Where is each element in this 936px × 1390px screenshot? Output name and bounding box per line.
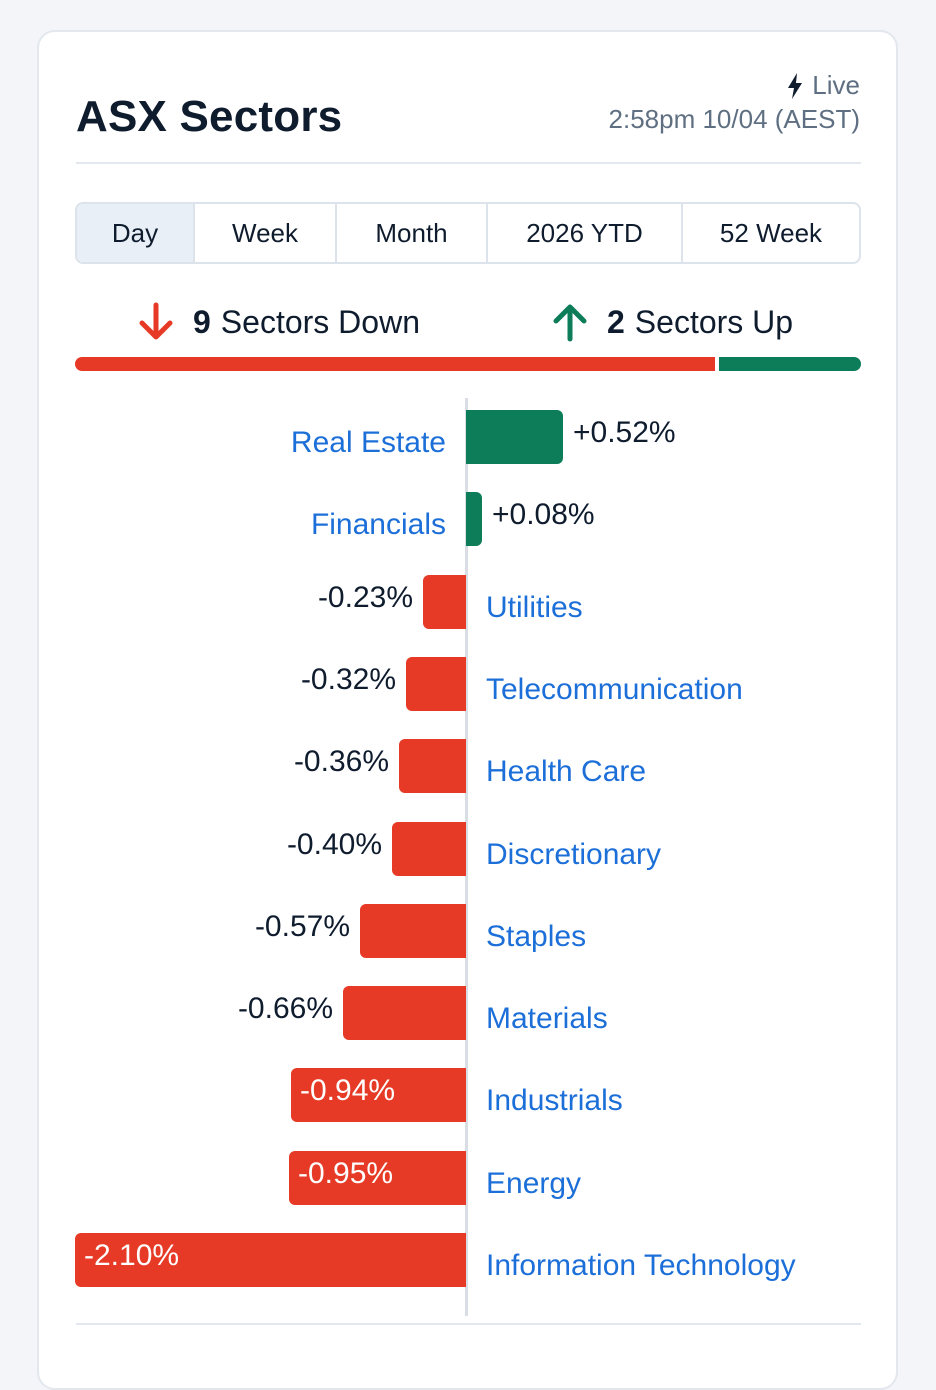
- sectors-down-summary: 9 Sectors Down: [137, 298, 420, 346]
- value-label: -0.36%: [293, 745, 389, 778]
- header-divider: [76, 162, 861, 164]
- sector-link[interactable]: Discretionary: [486, 838, 662, 871]
- sectors-down-label: Sectors Down: [220, 303, 420, 340]
- tab-month[interactable]: Month: [337, 204, 488, 262]
- tab-2026-ytd[interactable]: 2026 YTD: [488, 204, 683, 262]
- bar-industrials: [291, 1068, 466, 1122]
- bar-discretionary: [392, 822, 466, 876]
- value-label: -0.66%: [237, 992, 333, 1025]
- sectors-up-summary: 2 Sectors Up: [551, 298, 793, 346]
- value-label: -0.94%: [300, 1074, 396, 1107]
- bar-health-care: [399, 739, 466, 793]
- value-label: -0.40%: [286, 828, 382, 861]
- bar-telecommunication: [406, 657, 466, 711]
- sector-link[interactable]: Utilities: [486, 591, 583, 624]
- live-label: Live: [812, 70, 860, 100]
- value-label: +0.08%: [492, 498, 595, 531]
- chart-zero-axis: [465, 398, 468, 1316]
- value-label: -0.32%: [300, 663, 396, 696]
- sector-link[interactable]: Telecommunication: [486, 673, 743, 706]
- sectors-ratio-bar: [75, 357, 861, 371]
- live-indicator: Live: [786, 70, 860, 101]
- value-label: -0.57%: [254, 910, 350, 943]
- value-label: -0.95%: [298, 1157, 394, 1190]
- sector-link[interactable]: Materials: [486, 1002, 608, 1035]
- period-tabs: Day Week Month 2026 YTD 52 Week: [75, 202, 861, 264]
- sector-link[interactable]: Staples: [486, 920, 587, 953]
- arrow-down-icon: [139, 302, 173, 340]
- sector-link[interactable]: Financials: [310, 508, 446, 541]
- bar-real-estate: [466, 410, 563, 464]
- bar-financials: [466, 492, 482, 546]
- footer-divider: [76, 1323, 861, 1325]
- sectors-up-bar: [719, 357, 861, 371]
- sectors-down-bar: [75, 357, 715, 371]
- sectors-up-count: 2: [607, 303, 625, 340]
- arrow-up-icon: [553, 304, 587, 342]
- tab-52-week[interactable]: 52 Week: [719, 217, 823, 248]
- bar-staples: [360, 904, 466, 958]
- sectors-up-label: Sectors Up: [634, 303, 794, 340]
- sectors-down-count: 9: [193, 303, 211, 340]
- sector-link[interactable]: Industrials: [486, 1084, 623, 1117]
- sector-link[interactable]: Health Care: [486, 755, 647, 788]
- bar-utilities: [423, 575, 466, 629]
- tab-day[interactable]: Day: [77, 204, 195, 262]
- page-title: ASX Sectors: [76, 92, 343, 141]
- value-label: -0.23%: [317, 581, 413, 614]
- lightning-bolt-icon: [788, 72, 803, 99]
- value-label: -2.10%: [84, 1239, 180, 1272]
- bar-materials: [343, 986, 466, 1040]
- sector-link[interactable]: Information Technology: [486, 1249, 796, 1282]
- tab-week[interactable]: Week: [195, 204, 337, 262]
- value-label: +0.52%: [573, 416, 676, 449]
- bar-energy: [289, 1151, 466, 1205]
- timestamp: 2:58pm 10/04 (AEST): [608, 104, 860, 134]
- sector-link[interactable]: Real Estate: [290, 426, 446, 459]
- bar-information-technology: [75, 1233, 466, 1287]
- sector-link[interactable]: Energy: [486, 1167, 582, 1200]
